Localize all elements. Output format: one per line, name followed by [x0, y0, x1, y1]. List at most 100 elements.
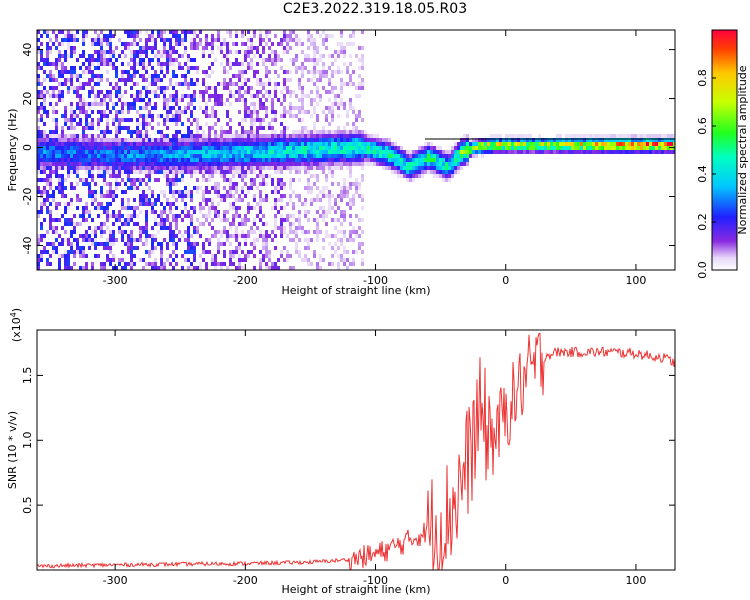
spectrogram-cell	[151, 202, 154, 206]
spectrogram-cell	[436, 146, 439, 150]
spectrogram-cell	[205, 162, 208, 166]
spectrogram-cell	[145, 154, 148, 158]
spectrogram-cell	[547, 142, 550, 146]
spectrogram-cell	[40, 82, 43, 86]
spectrogram-cell	[361, 142, 364, 146]
spectrogram-cell	[187, 70, 190, 74]
spectrogram-cell	[244, 242, 247, 246]
spectrogram-cell	[208, 142, 211, 146]
spectrogram-cell	[151, 194, 154, 198]
spectrogram-cell	[199, 202, 202, 206]
spectrogram-cell	[265, 154, 268, 158]
spectrogram-cell	[616, 146, 619, 150]
spectrogram-cell	[304, 162, 307, 166]
spectrogram-cell	[388, 150, 391, 154]
spectrogram-cell	[217, 102, 220, 106]
spectrogram-cell	[298, 38, 301, 42]
spectrogram-cell	[199, 142, 202, 146]
spectrogram-cell	[49, 178, 52, 182]
spectrogram-cell	[319, 146, 322, 150]
spectrogram-cell	[352, 226, 355, 230]
spectrogram-cell	[304, 54, 307, 58]
spectrogram-cell	[151, 234, 154, 238]
spectrogram-cell	[151, 250, 154, 254]
spectrogram-cell	[160, 266, 163, 270]
spectrogram-cell	[316, 226, 319, 230]
spectrogram-cell	[310, 158, 313, 162]
spectrogram-cell	[187, 66, 190, 70]
spectrogram-cell	[178, 54, 181, 58]
spectrogram-cell	[169, 202, 172, 206]
spectrogram-cell	[235, 170, 238, 174]
spectrogram-cell	[181, 110, 184, 114]
spectrogram-cell	[175, 158, 178, 162]
spectrogram-cell	[109, 250, 112, 254]
spectrogram-cell	[55, 166, 58, 170]
spectrogram-cell	[313, 62, 316, 66]
spectrogram-cell	[85, 178, 88, 182]
spectrogram-cell	[130, 54, 133, 58]
spectrogram-cell	[364, 138, 367, 142]
spectrogram-cell	[286, 142, 289, 146]
spectrogram-cell	[409, 170, 412, 174]
spectrogram-cell	[205, 262, 208, 266]
spectrogram-cell	[439, 158, 442, 162]
spectrogram-cell	[118, 110, 121, 114]
spectrogram-cell	[37, 210, 40, 214]
spectrogram-cell	[64, 162, 67, 166]
spectrogram-cell	[223, 174, 226, 178]
spectrogram-cell	[136, 246, 139, 250]
spectrogram-cell	[49, 142, 52, 146]
spectrogram-cell	[244, 50, 247, 54]
spectrogram-cell	[94, 30, 97, 34]
spectrogram-cell	[517, 142, 520, 146]
spectrogram-cell	[112, 118, 115, 122]
spectrogram-cell	[280, 254, 283, 258]
spectrogram-cell	[232, 250, 235, 254]
spectrogram-cell	[274, 54, 277, 58]
spectrogram-cell	[199, 106, 202, 110]
spectrogram-cell	[217, 194, 220, 198]
spectrogram-cell	[271, 130, 274, 134]
spectrogram-cell	[100, 186, 103, 190]
spectrogram-cell	[49, 70, 52, 74]
spectrogram-cell	[133, 94, 136, 98]
spectrogram-cell	[88, 182, 91, 186]
spectrogram-cell	[232, 82, 235, 86]
spectrogram-cell	[259, 134, 262, 138]
spectrogram-cell	[220, 262, 223, 266]
spectrogram-cell	[523, 142, 526, 146]
spectrogram-cell	[163, 102, 166, 106]
spectrogram-cell	[52, 246, 55, 250]
spectrogram-cell	[349, 42, 352, 46]
spectrogram-cell	[88, 186, 91, 190]
spectrogram-cell	[220, 150, 223, 154]
spectrogram-cell	[289, 166, 292, 170]
spectrogram-cell	[97, 154, 100, 158]
spectrogram-cell	[190, 114, 193, 118]
spectrogram-cell	[112, 122, 115, 126]
spectrogram-cell	[274, 162, 277, 166]
spectrogram-cell	[217, 82, 220, 86]
spectrogram-cell	[40, 222, 43, 226]
spectrogram-cell	[550, 146, 553, 150]
spectrogram-cell	[331, 158, 334, 162]
spectrogram-cell	[250, 146, 253, 150]
spectrogram-cell	[262, 158, 265, 162]
spectrogram-cell	[136, 54, 139, 58]
spectrogram-cell	[337, 102, 340, 106]
spectrogram-cell	[256, 70, 259, 74]
spectrogram-cell	[295, 170, 298, 174]
spectrogram-cell	[280, 38, 283, 42]
spectrogram-cell	[286, 146, 289, 150]
spectrogram-cell	[628, 146, 631, 150]
spectrogram-cell	[46, 62, 49, 66]
spectrogram-cell	[244, 54, 247, 58]
spectrogram-cell	[196, 70, 199, 74]
spectrogram-cell	[118, 130, 121, 134]
spectrogram-cell	[649, 138, 652, 142]
spectrogram-cell	[79, 142, 82, 146]
spectrogram-cell	[196, 42, 199, 46]
spectrogram-cell	[85, 34, 88, 38]
spectrogram-cell	[196, 158, 199, 162]
